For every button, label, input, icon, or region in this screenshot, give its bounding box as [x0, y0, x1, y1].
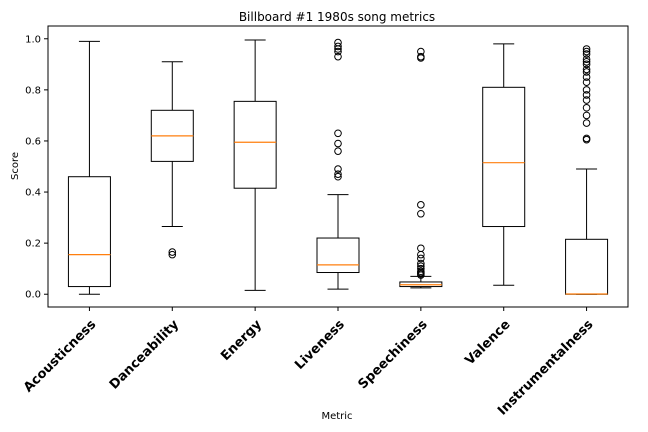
- outlier-point: [417, 259, 425, 268]
- outlier-point: [417, 201, 425, 209]
- outlier-point: [582, 57, 591, 66]
- y-tick-label: 0.2: [25, 239, 41, 250]
- box-acousticness: [67, 40, 111, 295]
- x-tick-label: Liveness: [292, 317, 348, 373]
- outlier-point: [334, 52, 342, 61]
- outlier-point: [334, 170, 342, 178]
- outlier-point: [168, 250, 177, 259]
- outlier-point: [334, 129, 342, 138]
- iqr-box: [67, 176, 111, 288]
- outlier-point: [582, 60, 591, 69]
- outlier-point: [582, 73, 591, 81]
- outlier-point: [334, 47, 342, 56]
- chart-title: Billboard #1 1980s song metrics: [239, 10, 435, 24]
- outlier-point: [417, 52, 425, 61]
- outlier-point: [334, 172, 342, 181]
- y-tick-label: 0.0: [25, 290, 41, 301]
- outlier-point: [334, 147, 342, 155]
- y-tick-label: 0.4: [25, 188, 41, 199]
- outlier-point: [582, 45, 591, 53]
- outlier-point: [582, 91, 591, 99]
- outlier-point: [334, 42, 342, 51]
- outlier-point: [417, 262, 425, 270]
- iqr-box: [316, 237, 360, 274]
- box-danceability: [150, 61, 194, 259]
- x-tick-label: Acousticness: [21, 317, 99, 395]
- outlier-point: [582, 103, 591, 112]
- box-series: [67, 38, 609, 295]
- outlier-point: [582, 78, 591, 86]
- outlier-point: [168, 248, 177, 256]
- outlier-point: [582, 55, 591, 64]
- x-tick-label: Instrumentalness: [495, 317, 597, 419]
- iqr-box: [565, 238, 609, 295]
- outlier-point: [582, 65, 591, 74]
- outlier-point: [334, 139, 342, 148]
- box-instrumentalness: [565, 45, 609, 295]
- y-axis-label: Score: [10, 152, 21, 180]
- x-axis: Acousticness Danceability Energy Liveness Sp…: [21, 307, 597, 419]
- iqr-box: [482, 86, 526, 228]
- outlier-point: [417, 264, 425, 273]
- x-axis-label: Metric: [321, 411, 352, 422]
- x-tick-label: Speechiness: [356, 317, 431, 392]
- outlier-point: [582, 47, 591, 56]
- outlier-point: [582, 134, 591, 143]
- outlier-point: [417, 47, 425, 56]
- outlier-point: [582, 111, 591, 120]
- box-liveness: [316, 38, 360, 290]
- y-tick-label: 0.8: [25, 85, 41, 96]
- y-tick-label: 0.6: [25, 136, 41, 147]
- outlier-point: [417, 254, 425, 263]
- outlier-point: [417, 209, 425, 218]
- outlier-point: [417, 267, 425, 276]
- outlier-point: [582, 50, 591, 58]
- outlier-point: [582, 68, 591, 76]
- outlier-point: [334, 38, 342, 47]
- y-tick-label: 1.0: [25, 34, 41, 45]
- box-speechiness: [399, 47, 443, 289]
- x-tick-label: Energy: [218, 317, 265, 364]
- outlier-point: [417, 244, 425, 253]
- x-tick-label: Danceability: [107, 317, 183, 393]
- iqr-box: [233, 100, 277, 189]
- outlier-point: [582, 119, 591, 127]
- outlier-point: [582, 86, 591, 94]
- y-axis: 0.0 0.2 0.4 0.6 0.8 1.0: [25, 34, 48, 301]
- outlier-point: [417, 250, 425, 259]
- box-energy: [233, 39, 277, 291]
- box-valence: [482, 43, 526, 286]
- outlier-point: [334, 165, 342, 173]
- outlier-point: [582, 96, 591, 104]
- x-tick-label: Valence: [462, 317, 513, 368]
